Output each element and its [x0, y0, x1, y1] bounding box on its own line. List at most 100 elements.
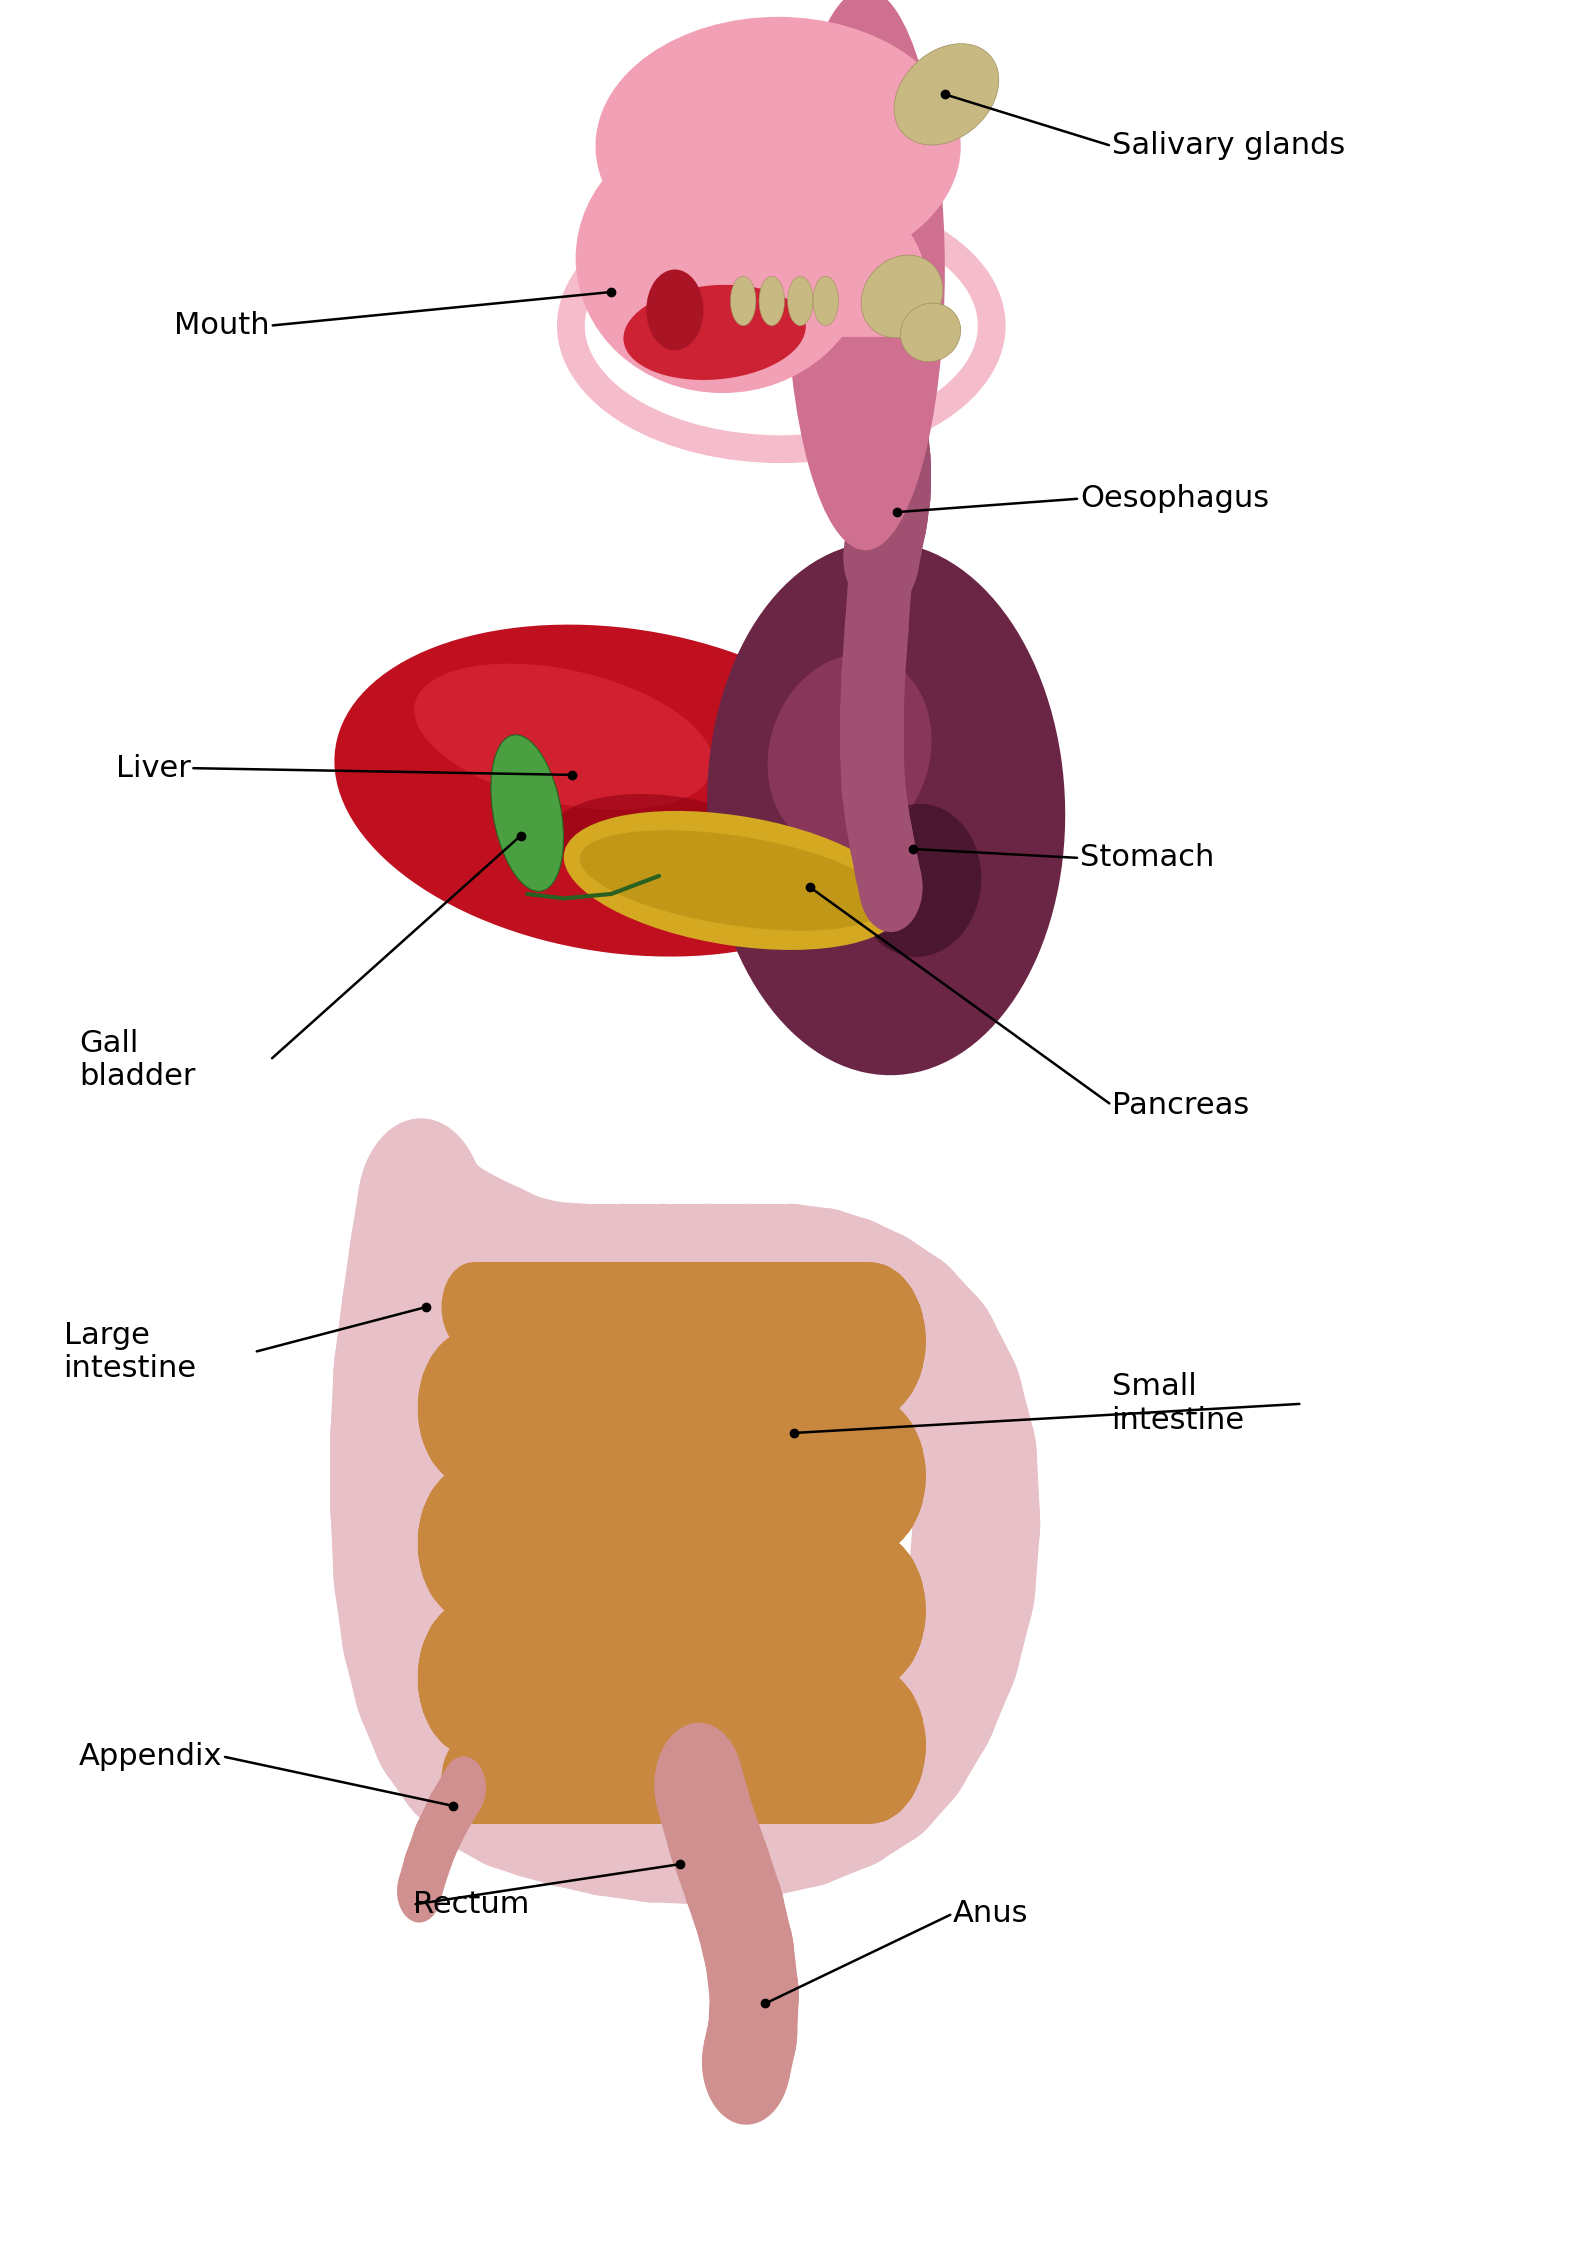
- Polygon shape: [672, 1801, 767, 1905]
- Polygon shape: [345, 1599, 476, 1702]
- Circle shape: [845, 1534, 908, 1624]
- Circle shape: [521, 1204, 648, 1384]
- Circle shape: [341, 1539, 468, 1718]
- Polygon shape: [688, 1848, 780, 1941]
- Ellipse shape: [596, 16, 961, 274]
- Polygon shape: [705, 1943, 799, 2006]
- Polygon shape: [864, 1402, 896, 1489]
- Polygon shape: [462, 1599, 478, 1689]
- Circle shape: [413, 1172, 540, 1352]
- Polygon shape: [430, 1768, 481, 1835]
- Circle shape: [667, 1768, 756, 1893]
- Polygon shape: [649, 1723, 708, 1905]
- Circle shape: [861, 1309, 924, 1399]
- Circle shape: [845, 1399, 908, 1489]
- Circle shape: [435, 1601, 499, 1691]
- Polygon shape: [750, 1204, 791, 1384]
- Circle shape: [696, 1851, 784, 1976]
- Circle shape: [418, 1494, 481, 1583]
- Polygon shape: [851, 420, 931, 467]
- Circle shape: [708, 2021, 778, 2120]
- Circle shape: [435, 1664, 499, 1754]
- Polygon shape: [875, 1269, 978, 1442]
- Circle shape: [842, 629, 905, 719]
- Polygon shape: [864, 1631, 986, 1788]
- Circle shape: [746, 1707, 873, 1887]
- Ellipse shape: [767, 654, 932, 851]
- Circle shape: [705, 1891, 794, 2017]
- Polygon shape: [456, 1177, 521, 1359]
- Circle shape: [850, 494, 913, 584]
- Polygon shape: [703, 2015, 796, 2080]
- Circle shape: [413, 1673, 540, 1853]
- Circle shape: [838, 1397, 902, 1487]
- Polygon shape: [827, 1676, 916, 1860]
- Ellipse shape: [786, 0, 945, 550]
- Polygon shape: [897, 1552, 1032, 1671]
- Circle shape: [357, 1119, 484, 1298]
- Circle shape: [333, 1285, 461, 1464]
- Polygon shape: [862, 1547, 908, 1622]
- Polygon shape: [900, 1379, 1034, 1491]
- Circle shape: [333, 1482, 461, 1662]
- Polygon shape: [845, 526, 921, 570]
- Circle shape: [353, 1583, 480, 1763]
- Circle shape: [441, 1756, 486, 1819]
- Circle shape: [389, 1159, 516, 1339]
- Ellipse shape: [854, 804, 981, 957]
- Circle shape: [441, 1734, 505, 1824]
- Polygon shape: [426, 1532, 481, 1590]
- Circle shape: [686, 1204, 813, 1384]
- Polygon shape: [862, 1563, 918, 1622]
- Circle shape: [856, 1408, 919, 1498]
- Circle shape: [397, 1860, 441, 1923]
- Circle shape: [762, 1208, 889, 1388]
- Circle shape: [403, 1837, 448, 1900]
- Circle shape: [441, 1667, 505, 1756]
- Polygon shape: [700, 1718, 765, 1905]
- Circle shape: [894, 1550, 1021, 1729]
- Circle shape: [862, 1561, 926, 1651]
- Circle shape: [429, 1334, 492, 1424]
- Circle shape: [429, 1527, 492, 1617]
- Text: Liver: Liver: [116, 755, 191, 782]
- Circle shape: [850, 795, 913, 885]
- Polygon shape: [622, 1204, 664, 1384]
- Ellipse shape: [553, 793, 775, 892]
- Circle shape: [848, 539, 912, 629]
- Circle shape: [842, 741, 905, 831]
- Circle shape: [862, 1435, 926, 1525]
- Polygon shape: [862, 1599, 918, 1658]
- Circle shape: [851, 1536, 915, 1626]
- Polygon shape: [862, 1698, 918, 1756]
- Polygon shape: [418, 1667, 511, 1837]
- Circle shape: [877, 1280, 1004, 1460]
- Circle shape: [424, 1655, 488, 1745]
- Circle shape: [540, 1716, 667, 1896]
- Circle shape: [461, 1195, 588, 1375]
- Circle shape: [851, 1460, 915, 1550]
- Circle shape: [838, 1330, 902, 1419]
- Circle shape: [643, 1725, 770, 1905]
- Circle shape: [429, 1662, 492, 1752]
- Circle shape: [441, 1689, 569, 1869]
- Text: Small
intestine: Small intestine: [1112, 1372, 1245, 1435]
- Ellipse shape: [707, 541, 1066, 1076]
- Circle shape: [840, 707, 904, 797]
- Circle shape: [489, 1202, 616, 1381]
- Circle shape: [845, 1534, 908, 1624]
- Polygon shape: [664, 1204, 707, 1384]
- Circle shape: [418, 1368, 481, 1458]
- Circle shape: [429, 1527, 492, 1617]
- Circle shape: [851, 1267, 915, 1357]
- Polygon shape: [351, 1188, 483, 1278]
- Circle shape: [424, 1521, 488, 1610]
- Circle shape: [848, 539, 912, 629]
- Polygon shape: [842, 624, 908, 678]
- Polygon shape: [549, 1202, 588, 1384]
- Circle shape: [850, 795, 913, 885]
- Circle shape: [840, 669, 904, 759]
- Circle shape: [654, 1723, 743, 1848]
- Circle shape: [418, 1628, 481, 1718]
- Polygon shape: [448, 1395, 480, 1482]
